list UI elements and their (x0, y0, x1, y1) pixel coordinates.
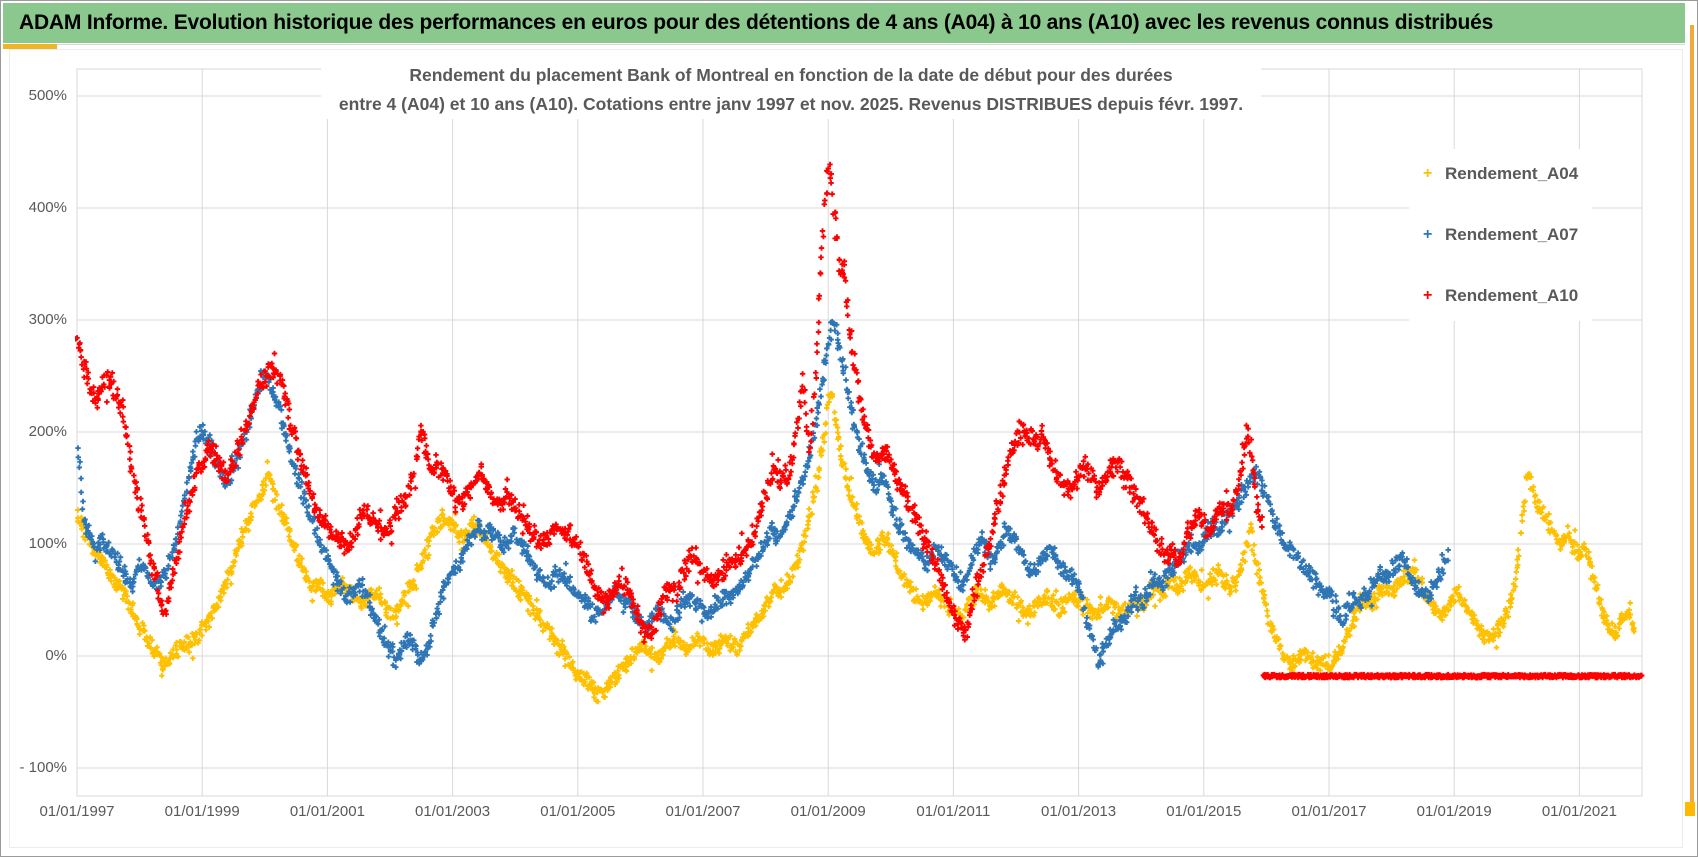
legend-item-a04[interactable]: + Rendement_A04 (1423, 159, 1578, 189)
legend: + Rendement_A04 + Rendement_A07 + Rendem… (1409, 149, 1593, 321)
series-Rendement_A04 (75, 390, 1637, 705)
y-axis-label: 300% (28, 311, 67, 328)
x-axis-label: 01/01/2005 (540, 803, 616, 820)
x-axis-label: 01/01/2021 (1541, 803, 1617, 820)
x-axis-label: 01/01/1999 (164, 803, 240, 820)
x-axis-label: 01/01/2011 (916, 803, 991, 820)
y-axis-label: 200% (28, 423, 67, 440)
window-corner-handle[interactable] (1685, 802, 1695, 816)
chart-title: Rendement du placement Bank of Montreal … (321, 61, 1261, 119)
x-axis-label: 01/01/2015 (1166, 803, 1242, 820)
chart-title-line2: entre 4 (A04) et 10 ans (A10). Cotations… (338, 94, 1244, 114)
legend-item-a10[interactable]: + Rendement_A10 (1423, 281, 1578, 311)
y-axis-label: 500% (28, 87, 67, 104)
y-axis-label: 100% (28, 535, 67, 552)
y-axis-label: - 100% (19, 759, 67, 776)
chart-title-line1: Rendement du placement Bank of Montreal … (409, 65, 1173, 85)
x-axis-label: 01/01/2019 (1416, 803, 1492, 820)
plus-marker-icon: + (1423, 287, 1433, 304)
window-right-accent-strip (1690, 25, 1694, 808)
x-axis-label: 01/01/2009 (790, 803, 866, 820)
series-Rendement_A07 (75, 318, 1451, 670)
legend-label: Rendement_A04 (1445, 164, 1579, 183)
legend-label: Rendement_A10 (1445, 286, 1579, 305)
y-axis-label: 0% (45, 647, 67, 664)
plus-marker-icon: + (1423, 226, 1433, 243)
x-axis-label: 01/01/2017 (1291, 803, 1367, 820)
x-axis-label: 01/01/2001 (289, 803, 365, 820)
y-axis-label: 400% (28, 199, 67, 216)
x-axis-label: 01/01/2003 (415, 803, 491, 820)
series-Rendement_A10 (75, 161, 1265, 645)
header-divider (3, 44, 1685, 45)
legend-item-a07[interactable]: + Rendement_A07 (1423, 220, 1578, 250)
legend-label: Rendement_A07 (1445, 225, 1579, 244)
x-axis-label: 01/01/1997 (39, 803, 115, 820)
series-Rendement_A10-flat-markers (1260, 671, 1645, 681)
x-axis-label: 01/01/2007 (665, 803, 741, 820)
header-tab-marker (3, 44, 57, 49)
banner-title: ADAM Informe. Evolution historique des p… (3, 3, 1685, 43)
x-axis-label: 01/01/2013 (1041, 803, 1117, 820)
plus-marker-icon: + (1423, 165, 1433, 182)
